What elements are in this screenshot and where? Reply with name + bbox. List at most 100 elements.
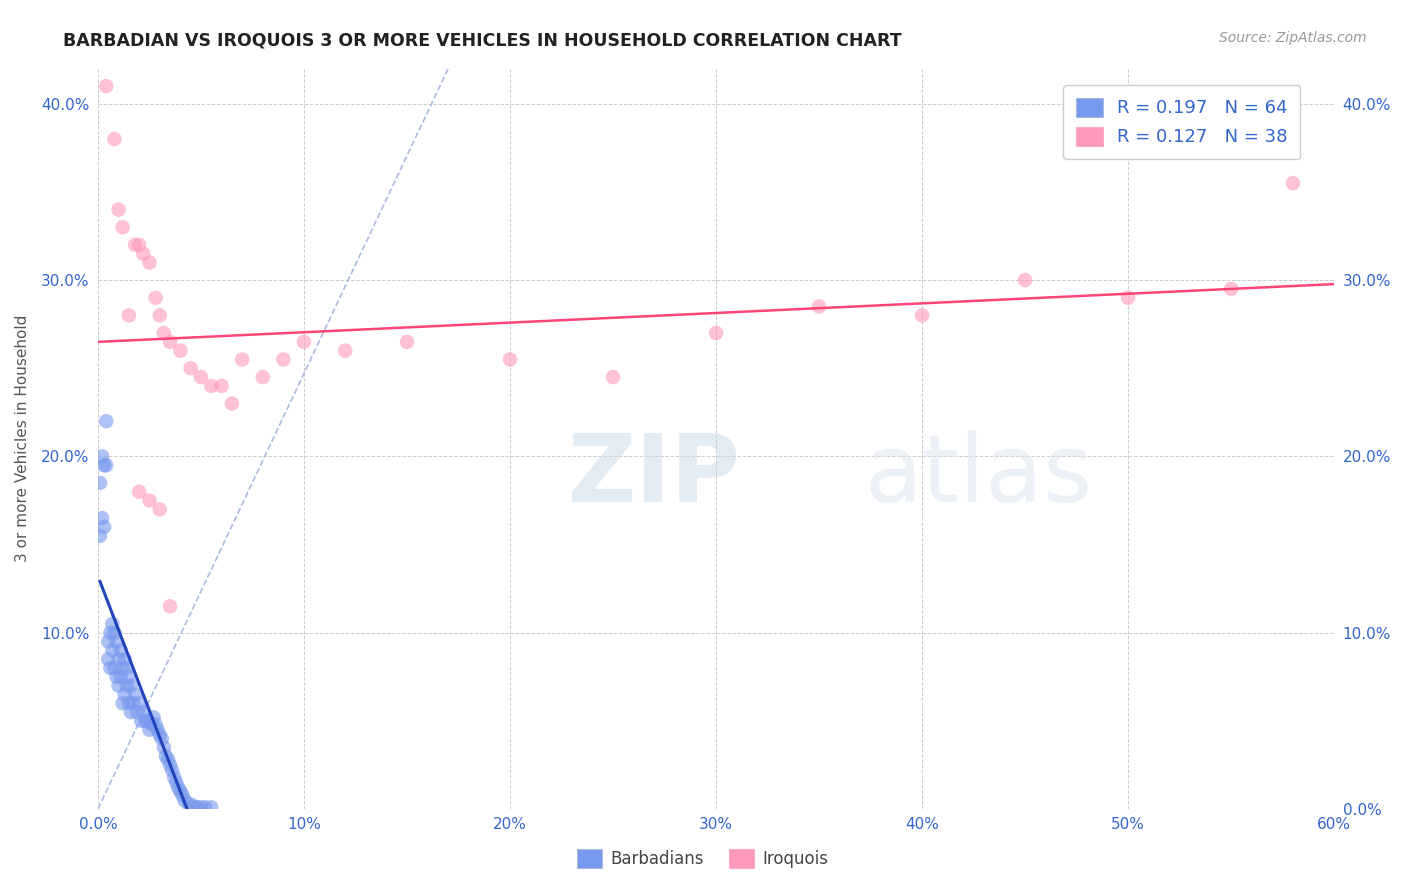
Point <box>159 334 181 349</box>
Point <box>395 334 418 349</box>
Point <box>159 599 181 614</box>
Point <box>89 529 111 543</box>
Point <box>138 723 160 737</box>
Point <box>128 696 150 710</box>
Point <box>120 679 142 693</box>
Point <box>149 309 172 323</box>
Point <box>107 202 129 217</box>
Point <box>110 643 132 657</box>
Point <box>111 220 134 235</box>
Point <box>704 326 727 340</box>
Point <box>132 246 155 260</box>
Point <box>128 237 150 252</box>
Point <box>1282 176 1305 190</box>
Point <box>186 800 208 814</box>
Point <box>190 370 212 384</box>
Point <box>107 652 129 666</box>
Point <box>911 309 934 323</box>
Point <box>200 379 222 393</box>
Point <box>101 643 124 657</box>
Point <box>138 493 160 508</box>
Point <box>89 475 111 490</box>
Y-axis label: 3 or more Vehicles in Household: 3 or more Vehicles in Household <box>15 315 30 563</box>
Point <box>128 484 150 499</box>
Point <box>499 352 522 367</box>
Point <box>91 511 114 525</box>
Point <box>221 396 243 410</box>
Point <box>292 334 315 349</box>
Point <box>120 705 142 719</box>
Point <box>149 502 172 516</box>
Point <box>335 343 357 358</box>
Point <box>105 670 128 684</box>
Point <box>1116 291 1139 305</box>
Point <box>118 670 141 684</box>
Point <box>194 800 217 814</box>
Point <box>156 753 179 767</box>
Legend: Barbadians, Iroquois: Barbadians, Iroquois <box>571 843 835 875</box>
Point <box>231 352 253 367</box>
Point <box>114 652 136 666</box>
Point <box>97 634 120 648</box>
Point <box>132 705 155 719</box>
Point <box>169 784 191 798</box>
Point <box>159 758 181 772</box>
Point <box>127 705 149 719</box>
Point <box>96 414 118 428</box>
Point <box>1220 282 1243 296</box>
Point <box>118 309 141 323</box>
Legend: R = 0.197   N = 64, R = 0.127   N = 38: R = 0.197 N = 64, R = 0.127 N = 38 <box>1063 85 1301 159</box>
Point <box>111 696 134 710</box>
Point <box>93 458 115 473</box>
Point <box>141 717 163 731</box>
Point <box>107 679 129 693</box>
Point <box>98 661 121 675</box>
Point <box>177 797 200 811</box>
Point <box>808 300 831 314</box>
Point <box>602 370 624 384</box>
Point <box>180 361 202 376</box>
Point <box>115 661 138 675</box>
Point <box>96 458 118 473</box>
Point <box>103 132 125 146</box>
Point <box>142 710 165 724</box>
Point <box>96 79 118 94</box>
Point <box>124 688 146 702</box>
Point <box>110 670 132 684</box>
Point <box>134 714 156 728</box>
Point <box>167 780 190 795</box>
Text: atlas: atlas <box>865 430 1092 522</box>
Text: ZIP: ZIP <box>568 430 741 522</box>
Point <box>136 714 159 728</box>
Point <box>124 237 146 252</box>
Point <box>181 798 204 813</box>
Point <box>129 714 152 728</box>
Point <box>190 800 212 814</box>
Point <box>149 728 172 742</box>
Point <box>169 343 191 358</box>
Point <box>273 352 295 367</box>
Point <box>103 661 125 675</box>
Point <box>118 696 141 710</box>
Point <box>93 520 115 534</box>
Text: BARBADIAN VS IROQUOIS 3 OR MORE VEHICLES IN HOUSEHOLD CORRELATION CHART: BARBADIAN VS IROQUOIS 3 OR MORE VEHICLES… <box>63 31 901 49</box>
Point <box>163 770 186 784</box>
Point <box>165 775 187 789</box>
Text: Source: ZipAtlas.com: Source: ZipAtlas.com <box>1219 31 1367 45</box>
Point <box>114 688 136 702</box>
Point <box>200 800 222 814</box>
Point <box>97 652 120 666</box>
Point <box>153 740 176 755</box>
Point <box>173 793 195 807</box>
Point <box>111 661 134 675</box>
Point <box>103 625 125 640</box>
Point <box>91 450 114 464</box>
Point <box>155 749 177 764</box>
Point <box>105 634 128 648</box>
Point <box>211 379 233 393</box>
Point <box>160 764 183 778</box>
Point <box>153 326 176 340</box>
Point <box>1014 273 1036 287</box>
Point <box>115 679 138 693</box>
Point <box>146 723 169 737</box>
